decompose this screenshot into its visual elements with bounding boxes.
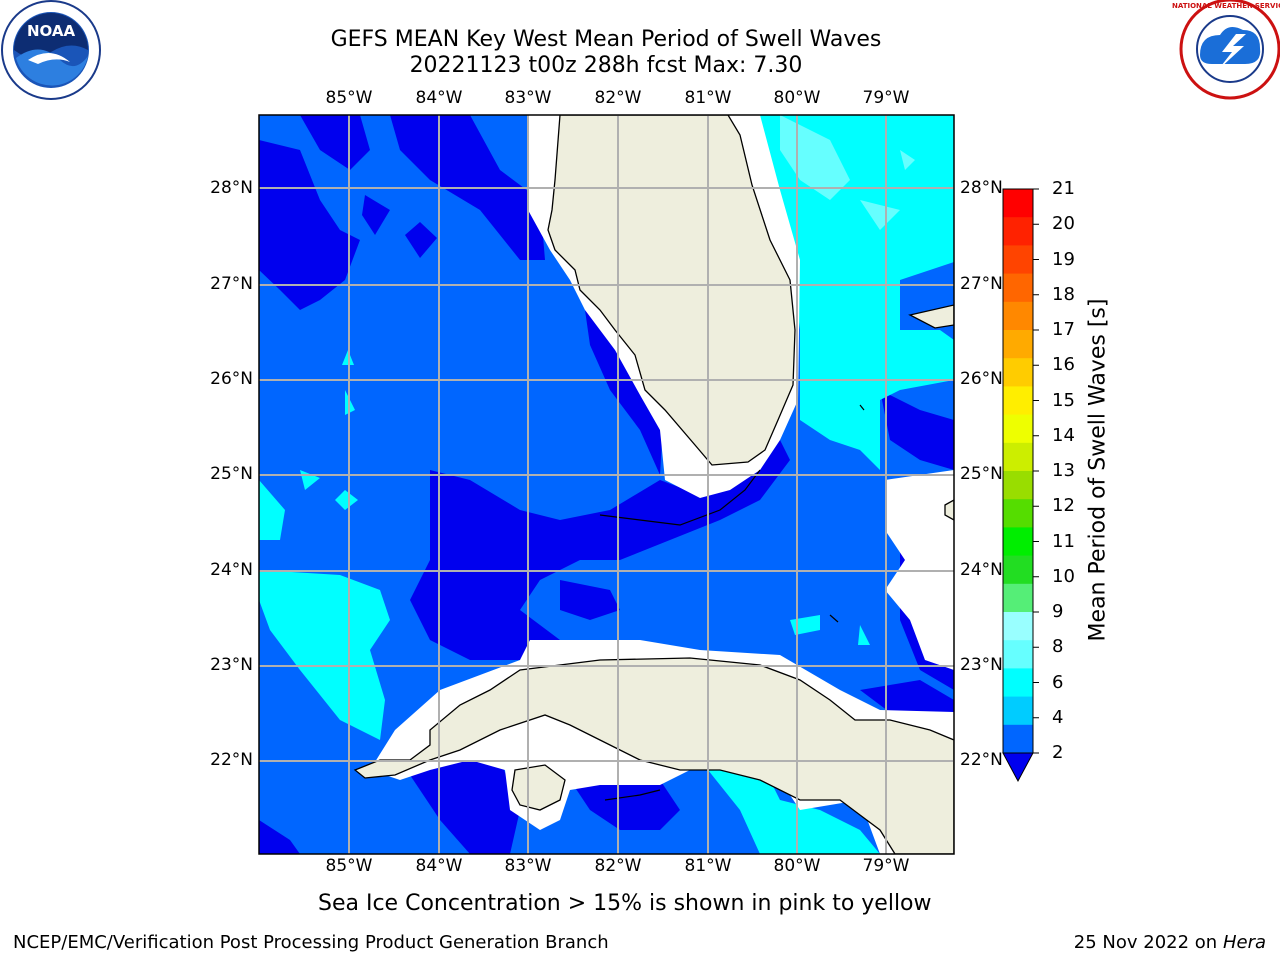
colorbar-extend-arrow [1002, 752, 1034, 783]
lat-label-right: 23°N [960, 655, 1003, 675]
footer-date: 25 Nov 2022 on Hera [1074, 932, 1266, 953]
colorbar-tick-label: 12 [1052, 495, 1075, 517]
nws-logo: NATIONAL WEATHER SERVICE [1172, 0, 1280, 100]
colorbar-tick-label: 4 [1052, 706, 1064, 728]
colorbar-tick-label: 21 [1052, 178, 1075, 199]
lon-label-bottom: 81°W [684, 856, 732, 876]
colorbar-segment [1003, 358, 1033, 387]
lon-label-top: 82°W [594, 88, 642, 108]
colorbar-tick-label: 16 [1052, 354, 1075, 376]
colorbar-tick-label: 19 [1052, 248, 1075, 270]
lon-label-top: 85°W [325, 88, 373, 108]
colorbar-label: Mean Period of Swell Waves [s] [1085, 298, 1111, 642]
lon-label-top: 80°W [773, 88, 821, 108]
landmass [353, 115, 954, 854]
noaa-logo: NOAA [1, 0, 101, 100]
map-frame [258, 114, 955, 855]
footer-credit: NCEP/EMC/Verification Post Processing Pr… [13, 932, 609, 953]
colorbar-segment [1003, 724, 1033, 754]
lat-label-left: 23°N [210, 655, 253, 675]
lat-label-right: 27°N [960, 274, 1003, 294]
lon-label-top: 79°W [862, 88, 910, 108]
lat-label-left: 26°N [210, 369, 253, 389]
mid-period-regions [259, 115, 954, 854]
colorbar-tick-label: 15 [1052, 389, 1075, 411]
colorbar-segment [1003, 555, 1033, 585]
lon-label-bottom: 85°W [325, 856, 373, 876]
keys-coastline [599, 404, 865, 801]
colorbar-segment [1003, 612, 1033, 641]
colorbar-segment [1003, 640, 1033, 669]
footer-date-text: 25 Nov 2022 on [1073, 932, 1218, 953]
map-title: GEFS MEAN Key West Mean Period of Swell … [330, 27, 882, 52]
lat-label-right: 24°N [960, 560, 1003, 580]
colorbar-segment [1003, 583, 1033, 613]
colorbar [1002, 188, 1039, 783]
lat-label-left: 28°N [210, 178, 253, 198]
colorbar-tick-label: 6 [1052, 671, 1064, 693]
colorbar-segment [1003, 301, 1033, 331]
colorbar-segment [1003, 273, 1033, 303]
lon-label-top: 81°W [684, 88, 732, 108]
colorbar-segment [1003, 414, 1033, 444]
lon-label-bottom: 83°W [504, 856, 552, 876]
lon-label-bottom: 82°W [594, 856, 642, 876]
colorbar-segment [1003, 471, 1033, 500]
lat-label-right: 22°N [960, 750, 1003, 770]
colorbar-segment [1003, 189, 1033, 218]
colorbar-segment [1003, 217, 1033, 246]
lon-label-top: 84°W [415, 88, 463, 108]
colorbar-segment [1003, 499, 1033, 528]
lat-label-right: 25°N [960, 464, 1003, 484]
colorbar-segment [1003, 668, 1033, 698]
colorbar-segment [1003, 245, 1033, 275]
map-subtitle-forecast: 20221123 t00z 288h fcst Max: 7.30 [409, 53, 803, 78]
noaa-logo-text: NOAA [27, 22, 76, 40]
sea-ice-note: Sea Ice Concentration > 15% is shown in … [318, 891, 932, 916]
nws-logo-text: NATIONAL WEATHER SERVICE [1172, 2, 1280, 10]
lat-label-left: 27°N [210, 274, 253, 294]
lat-label-right: 26°N [960, 369, 1003, 389]
lat-label-right: 28°N [960, 178, 1003, 198]
colorbar-segment [1003, 696, 1033, 726]
lat-label-left: 24°N [210, 560, 253, 580]
colorbar-tick-label: 11 [1052, 530, 1075, 552]
lon-label-bottom: 84°W [415, 856, 463, 876]
colorbar-segment [1003, 442, 1033, 472]
colorbar-tick-label: 10 [1052, 565, 1075, 587]
colorbar-segment [1003, 386, 1033, 416]
colorbar-tick-label: 18 [1052, 283, 1075, 305]
lat-label-left: 22°N [210, 750, 253, 770]
lon-label-bottom: 79°W [862, 856, 910, 876]
colorbar-tick-label: 9 [1052, 601, 1064, 622]
colorbar-segment [1003, 330, 1033, 359]
lon-label-top: 83°W [504, 88, 552, 108]
colorbar-tick-label: 8 [1052, 636, 1064, 658]
lon-label-bottom: 80°W [773, 856, 821, 876]
colorbar-tick-label: 17 [1052, 319, 1075, 340]
colorbar-segment [1003, 527, 1033, 557]
colorbar-tick-label: 20 [1052, 213, 1075, 235]
colorbar-tick-label: 14 [1052, 424, 1075, 446]
colorbar-tick-label: 13 [1052, 460, 1075, 481]
gridlines [259, 115, 954, 854]
footer-machine: Hera [1222, 932, 1266, 953]
lat-label-left: 25°N [210, 464, 253, 484]
colorbar-tick-label: 2 [1052, 742, 1064, 763]
